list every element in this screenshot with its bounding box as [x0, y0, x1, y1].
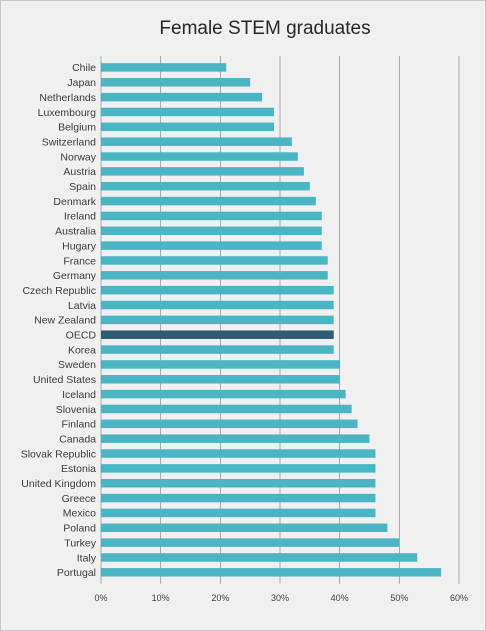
category-label: Chile: [72, 62, 96, 74]
category-label: Switzerland: [42, 136, 96, 148]
bar: [101, 107, 275, 117]
bar: [101, 493, 376, 503]
category-label: Belgium: [58, 122, 96, 134]
category-label: Austria: [63, 166, 96, 178]
bar: [101, 419, 358, 429]
x-axis-ticks: 0% 10% 20% 30% 40% 50% 60%: [94, 593, 468, 603]
bar: [101, 181, 310, 191]
category-label: Australia: [55, 226, 96, 238]
category-label: Germany: [53, 270, 97, 282]
chart-title: Female STEM graduates: [159, 18, 370, 39]
category-label: Italy: [77, 552, 97, 564]
bar: [101, 404, 352, 414]
category-label: Iceland: [62, 389, 96, 401]
bar: [101, 211, 322, 221]
bar: [101, 523, 388, 533]
category-label: United Kingdom: [21, 478, 96, 490]
bar: [101, 196, 316, 206]
x-tick-label: 60%: [450, 593, 468, 603]
x-tick-label: 0%: [94, 593, 107, 603]
category-label: Slovak Republic: [21, 448, 96, 460]
category-label: Denmark: [53, 196, 96, 208]
bar: [101, 568, 442, 577]
bar: [101, 449, 376, 458]
bar: [101, 167, 304, 176]
category-label: Greece: [62, 493, 97, 505]
bar: [101, 122, 275, 132]
category-label: Norway: [60, 151, 96, 163]
bar: [101, 241, 322, 250]
bar: [101, 434, 370, 443]
category-label: Japan: [67, 77, 96, 89]
bar: [101, 389, 346, 399]
category-label: New Zealand: [34, 315, 96, 327]
category-label: Portugal: [57, 567, 96, 579]
category-label: Ireland: [64, 211, 96, 223]
category-label: Turkey: [64, 537, 96, 549]
category-label: Finland: [62, 419, 97, 431]
category-label: Poland: [63, 523, 96, 535]
bar: [101, 256, 328, 265]
x-tick-label: 20%: [211, 593, 229, 603]
bar: [101, 478, 376, 488]
bar: [101, 553, 418, 562]
category-label: Sweden: [58, 359, 96, 371]
category-label: France: [63, 255, 96, 267]
category-label: Hugary: [62, 240, 97, 252]
bar: [101, 137, 292, 146]
bar: [101, 226, 322, 236]
x-tick-label: 10%: [152, 593, 170, 603]
bar: [101, 464, 376, 473]
x-tick-label: 50%: [390, 593, 408, 603]
bar: [101, 78, 251, 87]
category-label: Canada: [59, 433, 96, 445]
category-label: Czech Republic: [22, 285, 96, 297]
category-label: Spain: [69, 181, 96, 193]
x-tick-label: 40%: [331, 593, 349, 603]
category-label: Korea: [68, 344, 96, 356]
bar: [101, 360, 340, 369]
bar: [101, 271, 328, 280]
category-label: Estonia: [61, 463, 96, 475]
bar: [101, 345, 334, 354]
x-tick-label: 30%: [271, 593, 289, 603]
category-label: Slovenia: [56, 404, 96, 416]
category-labels: Chile Japan Netherlands Luxembourg Belgium Sw…: [21, 62, 97, 579]
bar: [101, 375, 340, 384]
bar: [101, 152, 298, 161]
bar: [101, 300, 334, 310]
category-label: Luxembourg: [38, 107, 97, 119]
category-label: United States: [33, 374, 96, 386]
bar: [101, 538, 400, 547]
bar-oecd-highlight: [101, 330, 334, 339]
bar: [101, 315, 334, 325]
bar: [101, 508, 376, 518]
category-label: Mexico: [63, 508, 96, 520]
bar: [101, 92, 263, 102]
bars: [101, 63, 442, 577]
category-label: Latvia: [68, 300, 96, 312]
bar: [101, 285, 334, 295]
category-label: Netherlands: [39, 92, 96, 104]
category-label: OECD: [66, 330, 97, 342]
bar: [101, 63, 227, 72]
